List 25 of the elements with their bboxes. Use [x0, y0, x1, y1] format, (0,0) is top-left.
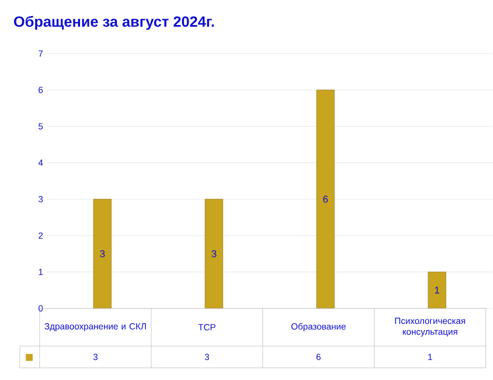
y-tick-label: 3 — [38, 196, 43, 202]
y-tick-label: 1 — [38, 269, 43, 276]
y-tick-label: 6 — [38, 86, 43, 94]
bar — [93, 199, 112, 309]
data-label: 6 — [316, 354, 321, 360]
x-tick-label: Образование — [291, 323, 346, 332]
y-tick-label: 4 — [38, 160, 43, 166]
y-tick-label: 5 — [38, 123, 43, 130]
data-label: 3 — [93, 354, 98, 360]
y-tick-label: 2 — [38, 232, 43, 239]
x-tick-label: Здравоохранение и СКЛ — [44, 323, 146, 332]
chart-title: Обращение за август 2024г. — [14, 16, 214, 30]
x-tick-label: Психологическая консультация — [395, 318, 466, 337]
text: 6 — [323, 196, 328, 203]
x-tick-label: ТСР — [198, 324, 216, 330]
text: 3 — [100, 250, 105, 258]
text: 1 — [435, 286, 440, 294]
y-tick-label: 7 — [38, 50, 43, 57]
y-tick-label: 0 — [38, 305, 43, 312]
bar — [428, 272, 446, 309]
text: 3 — [212, 250, 216, 258]
data-label: 3 — [204, 354, 210, 360]
bar — [316, 90, 335, 309]
bar — [204, 199, 224, 309]
data-label: 1 — [428, 354, 432, 360]
